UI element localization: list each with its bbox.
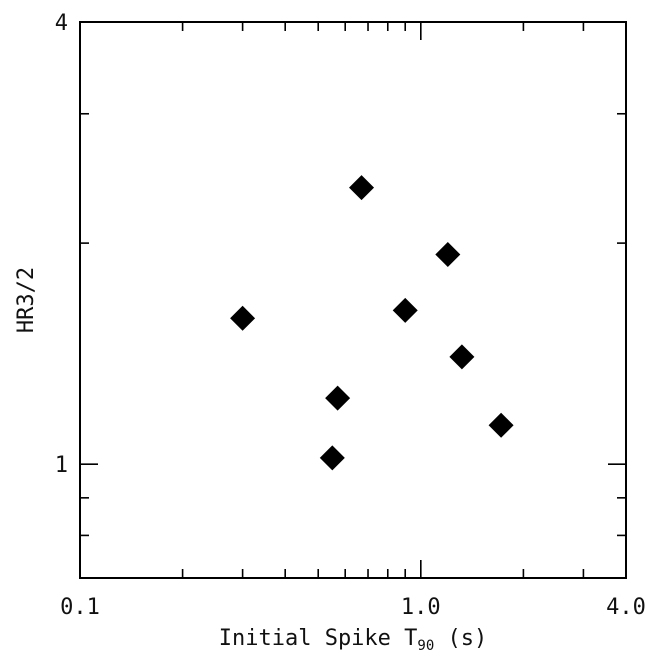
data-point-diamond (488, 412, 514, 438)
data-point-diamond (449, 344, 475, 370)
data-points (230, 175, 514, 471)
data-point-diamond (435, 241, 461, 267)
data-point-diamond (392, 297, 418, 323)
data-point-diamond (349, 175, 375, 201)
data-point-diamond (325, 385, 351, 411)
x-tick-label: 4.0 (606, 595, 645, 620)
x-tick-label: 1.0 (401, 595, 441, 620)
x-axis-title-unit: (s) (434, 626, 487, 651)
data-point-diamond (319, 445, 345, 471)
x-axis-title-subscript: 90 (417, 638, 434, 654)
plot-frame (79, 21, 627, 579)
y-tick-label: 4 (55, 11, 68, 36)
data-point-diamond (230, 305, 256, 331)
x-axis-title: Initial Spike T90 (s) (219, 626, 488, 654)
axis-tick-labels: 0.1 1.0 4.0 1 4 (55, 11, 645, 620)
y-axis-title: HR3/2 (14, 267, 39, 333)
x-tick-label: 0.1 (60, 595, 100, 620)
x-axis-title-main: Initial Spike T (219, 626, 418, 651)
axis-ticks (79, 21, 627, 579)
y-tick-label: 1 (55, 453, 68, 478)
